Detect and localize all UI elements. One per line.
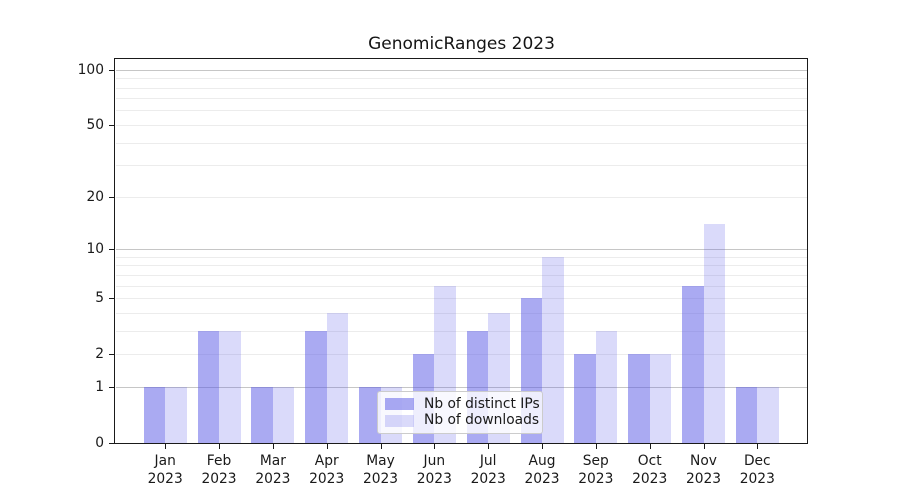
y-tick-mark-20 [109,196,114,198]
bar-aug-downloads [542,256,564,443]
x-tick-mark-jan [165,444,167,449]
x-tick-mark-may [380,444,382,449]
y-tick-mark-1 [109,386,114,388]
x-tick-mark-oct [649,444,651,449]
gridline-70 [116,98,807,100]
x-tick-label-sep: Sep 2023 [578,453,614,487]
y-tick-label-1: 1 [95,378,104,395]
x-tick-mark-jun [434,444,436,449]
bar-apr-distinct-ips [305,330,327,443]
chart-title: GenomicRanges 2023 [368,34,555,54]
y-tick-label-10: 10 [86,241,104,257]
bar-feb-distinct-ips [197,330,219,443]
legend-label-downloads: Nb of downloads [424,412,540,429]
bar-sep-distinct-ips [574,354,596,443]
bar-mar-downloads [272,386,295,443]
gridline-100 [116,69,807,71]
x-tick-label-feb: Feb 2023 [201,453,237,487]
y-tick-mark-0 [109,443,114,444]
x-tick-label-aug: Aug 2023 [524,453,560,487]
bar-oct-downloads [649,354,672,443]
gridline-50 [116,124,807,126]
x-tick-mark-dec [757,444,759,449]
y-tick-mark-2 [109,354,114,356]
gridline-6 [116,285,807,287]
legend-swatch-downloads [385,414,414,427]
gridline-9 [116,256,807,258]
bar-nov-downloads [703,223,725,443]
x-tick-label-oct: Oct 2023 [632,453,668,487]
legend-row-distinct-ips: Nb of distinct IPs [385,396,540,412]
x-tick-label-jan: Jan 2023 [147,453,183,487]
x-tick-mark-jul [488,444,490,449]
bar-jan-downloads [165,386,187,443]
bar-dec-distinct-ips [735,386,758,443]
y-tick-mark-100 [109,69,114,71]
x-tick-label-jun: Jun 2023 [416,453,452,487]
gridline-8 [116,265,807,267]
bar-jan-distinct-ips [143,386,166,443]
gridline-20 [116,196,807,198]
bar-dec-downloads [757,386,779,443]
bar-feb-downloads [219,330,241,443]
gridline-80 [116,87,807,89]
gridline-3 [116,330,807,332]
x-tick-label-jul: Jul 2023 [470,453,506,487]
bar-nov-distinct-ips [682,285,704,443]
x-tick-mark-aug [542,444,543,449]
gridline-60 [116,110,807,112]
x-tick-label-dec: Dec 2023 [739,453,775,487]
y-tick-mark-50 [109,124,114,126]
gridline-10 [116,249,807,250]
bar-apr-downloads [326,312,349,443]
legend-row-downloads: Nb of downloads [385,413,539,428]
legend: Nb of distinct IPs Nb of downloads [377,391,543,434]
x-tick-mark-feb [219,444,220,449]
x-tick-label-apr: Apr 2023 [309,453,345,487]
bar-sep-downloads [595,330,618,443]
y-tick-label-2: 2 [95,346,104,363]
x-tick-mark-sep [595,444,597,449]
gridline-4 [116,312,807,314]
x-tick-mark-apr [326,444,328,449]
y-tick-mark-10 [109,249,114,250]
y-tick-label-50: 50 [86,116,104,133]
x-tick-label-may: May 2023 [362,453,399,487]
gridline-1 [116,386,807,388]
legend-swatch-distinct-ips [385,398,414,411]
gridline-40 [116,142,807,144]
gridline-30 [116,165,807,167]
gridline-5 [116,298,807,299]
gridline-2 [116,354,807,356]
bar-may-distinct-ips [359,386,381,443]
x-tick-mark-nov [703,444,705,449]
gridline-90 [116,78,807,80]
y-tick-label-20: 20 [86,188,104,205]
plot-area-border [114,58,808,444]
bar-oct-distinct-ips [628,354,650,443]
bar-mar-distinct-ips [251,386,273,443]
gridline-7 [116,274,807,276]
y-tick-label-5: 5 [95,290,104,306]
y-tick-label-100: 100 [77,61,104,78]
x-tick-label-nov: Nov 2023 [685,453,722,487]
x-tick-mark-mar [272,444,274,449]
y-tick-label-0: 0 [95,435,104,451]
y-tick-mark-5 [109,298,114,299]
legend-label-distinct-ips: Nb of distinct IPs [424,395,540,412]
x-tick-label-mar: Mar 2023 [255,453,291,487]
